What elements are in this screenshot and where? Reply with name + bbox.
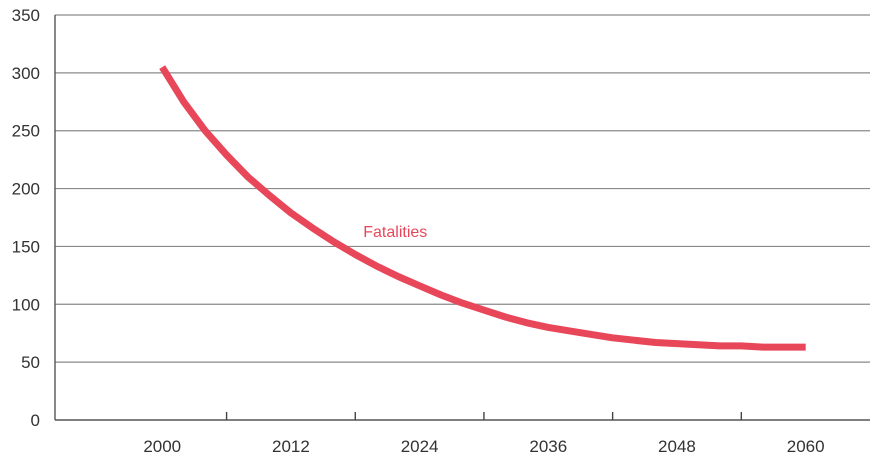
y-tick-label: 100	[12, 295, 40, 314]
series-layer: Fatalities	[159, 65, 806, 351]
y-tick-label: 0	[31, 411, 40, 430]
y-tick-label: 300	[12, 64, 40, 83]
y-tick-label: 50	[21, 353, 40, 372]
x-axis-ticks: 2000 2012 2024 2036 2048 2060	[143, 412, 825, 456]
x-tick-label: 2036	[529, 437, 567, 456]
y-tick-label: 150	[12, 237, 40, 256]
y-tick-label: 200	[12, 180, 40, 199]
x-tick-label: 2012	[272, 437, 310, 456]
series-label-fatalities: Fatalities	[363, 224, 427, 241]
y-tick-label: 350	[12, 6, 40, 25]
axes	[54, 15, 870, 421]
x-tick-label: 2024	[401, 437, 439, 456]
y-axis-tick-labels: 0 50 100 150 200 250 300 350	[12, 6, 40, 430]
x-tick-label: 2048	[658, 437, 696, 456]
x-tick-label: 2000	[143, 437, 181, 456]
series-line-fatalities	[159, 65, 806, 351]
grid-lines	[55, 14, 870, 363]
y-tick-label: 250	[12, 122, 40, 141]
x-tick-label: 2060	[787, 437, 825, 456]
